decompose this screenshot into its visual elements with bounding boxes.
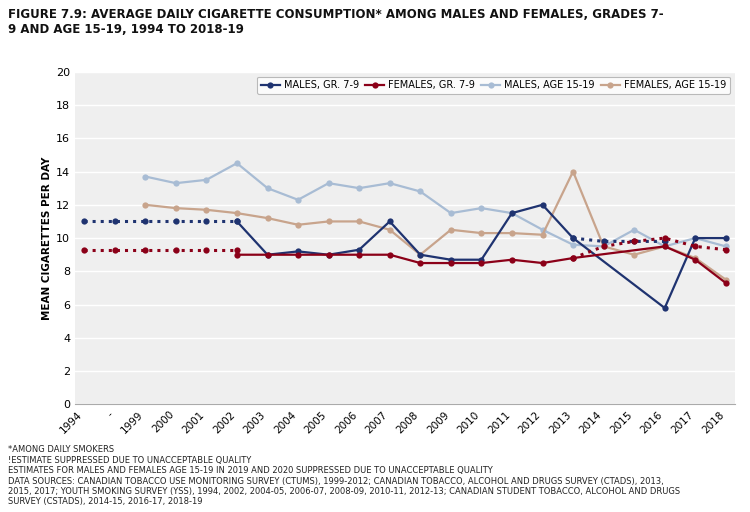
Text: *AMONG DAILY SMOKERS
!ESTIMATE SUPPRESSED DUE TO UNACCEPTABLE QUALITY
ESTIMATES : *AMONG DAILY SMOKERS !ESTIMATE SUPPRESSE… (8, 445, 680, 506)
Y-axis label: MEAN CIGARETTES PER DAY: MEAN CIGARETTES PER DAY (42, 156, 52, 320)
Legend: MALES, GR. 7-9, FEMALES, GR. 7-9, MALES, AGE 15-19, FEMALES, AGE 15-19: MALES, GR. 7-9, FEMALES, GR. 7-9, MALES,… (256, 76, 730, 94)
Text: FIGURE 7.9: AVERAGE DAILY CIGARETTE CONSUMPTION* AMONG MALES AND FEMALES, GRADES: FIGURE 7.9: AVERAGE DAILY CIGARETTE CONS… (8, 8, 663, 36)
